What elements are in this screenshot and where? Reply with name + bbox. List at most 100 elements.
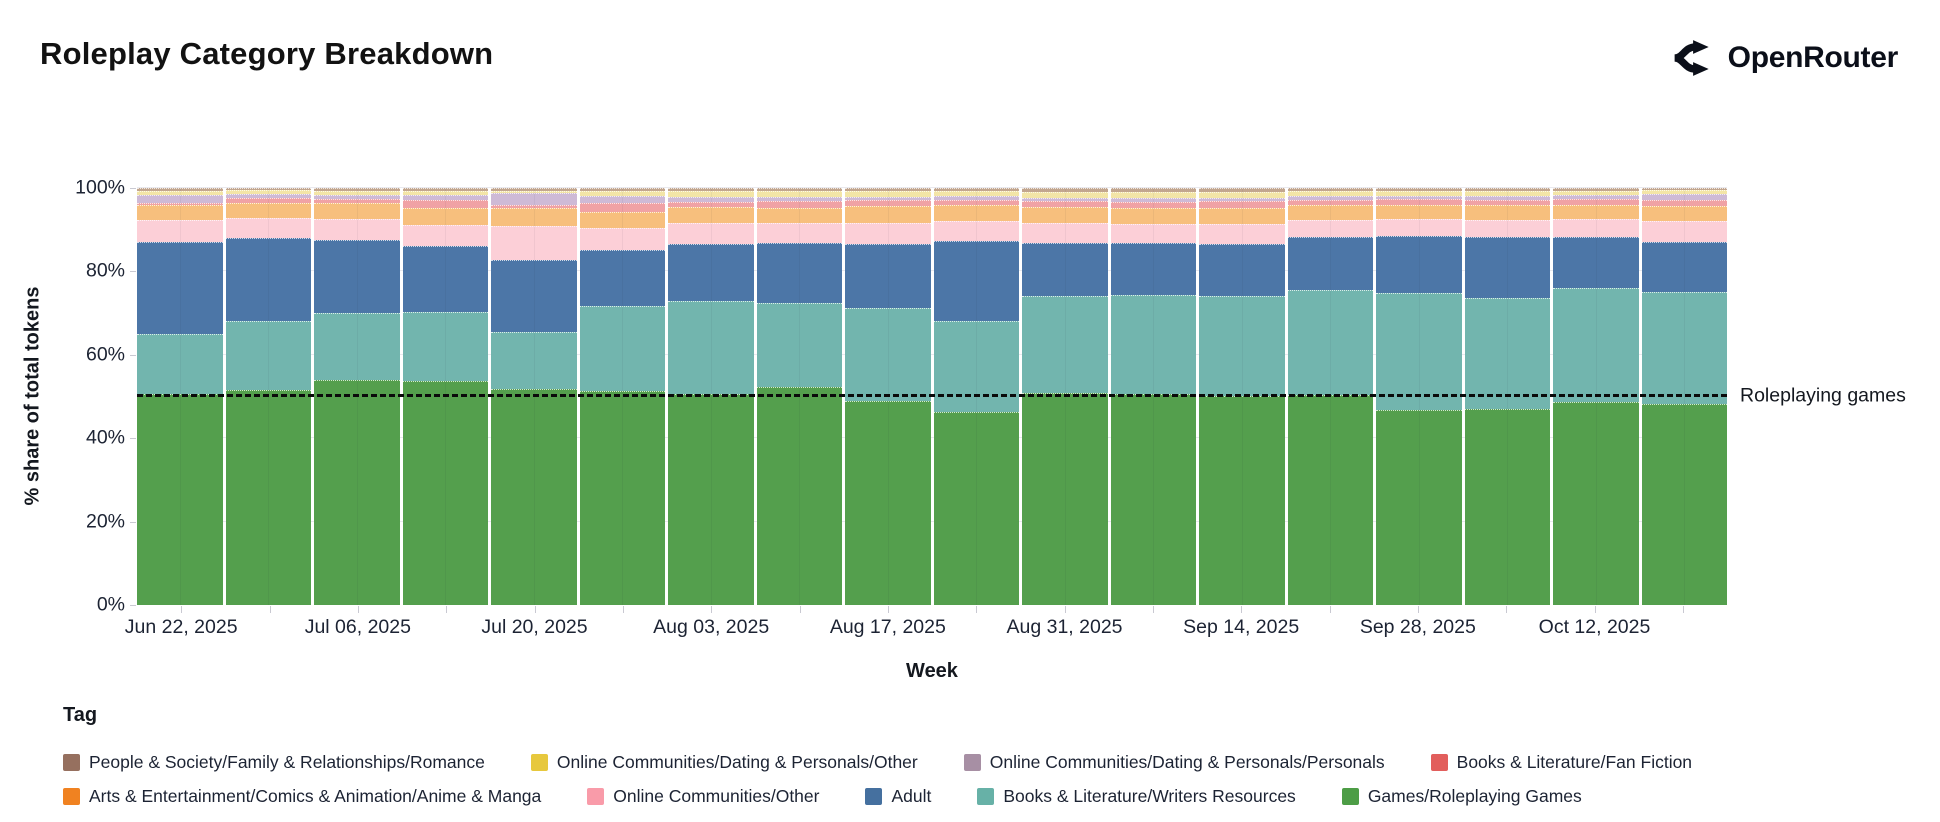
- bar-segment-dating_other[interactable]: [137, 190, 223, 196]
- bar-segment-fan_fiction[interactable]: [1464, 200, 1550, 206]
- bar-segment-romance[interactable]: [1287, 188, 1373, 192]
- bar-segment-fan_fiction[interactable]: [1287, 199, 1373, 206]
- bar-segment-romance[interactable]: [137, 188, 223, 191]
- bar-segment-personals[interactable]: [1287, 196, 1373, 200]
- legend-item-anime_manga[interactable]: Arts & Entertainment/Comics & Animation/…: [63, 786, 541, 807]
- bar-segment-oc_other[interactable]: [668, 223, 754, 244]
- bar-segment-adult[interactable]: [668, 243, 754, 302]
- legend-item-fan_fiction[interactable]: Books & Literature/Fan Fiction: [1430, 752, 1692, 773]
- legend-item-romance[interactable]: People & Society/Family & Relationships/…: [63, 752, 485, 773]
- bar-segment-personals[interactable]: [491, 193, 577, 205]
- bar-segment-fan_fiction[interactable]: [1553, 199, 1639, 205]
- bar-segment-roleplaying[interactable]: [1199, 396, 1285, 605]
- legend-item-personals[interactable]: Online Communities/Dating & Personals/Pe…: [963, 752, 1385, 773]
- bar-segment-fan_fiction[interactable]: [756, 201, 842, 208]
- bar-segment-romance[interactable]: [1641, 188, 1727, 191]
- bar-segment-oc_other[interactable]: [579, 227, 665, 250]
- bar-segment-personals[interactable]: [1199, 197, 1285, 202]
- openrouter-brand[interactable]: OpenRouter: [1673, 36, 1898, 80]
- bar-segment-roleplaying[interactable]: [1464, 408, 1550, 605]
- bar-segment-dating_other[interactable]: [756, 191, 842, 198]
- bar-segment-romance[interactable]: [1022, 188, 1108, 192]
- bar-segment-fan_fiction[interactable]: [1641, 200, 1727, 206]
- bar-segment-roleplaying[interactable]: [225, 389, 311, 605]
- bar-segment-oc_other[interactable]: [845, 222, 931, 245]
- bar-segment-personals[interactable]: [1022, 197, 1108, 202]
- bar-segment-adult[interactable]: [491, 260, 577, 332]
- bar-segment-roleplaying[interactable]: [1376, 409, 1462, 605]
- bar-segment-writers[interactable]: [668, 301, 754, 394]
- bar-segment-anime_manga[interactable]: [1376, 204, 1462, 220]
- bar-segment-romance[interactable]: [491, 188, 577, 191]
- bar-segment-romance[interactable]: [402, 188, 488, 191]
- bar-segment-oc_other[interactable]: [1376, 219, 1462, 237]
- bar-segment-personals[interactable]: [845, 196, 931, 201]
- bar-segment-fan_fiction[interactable]: [1376, 199, 1462, 205]
- bar-segment-fan_fiction[interactable]: [1022, 201, 1108, 208]
- bar-segment-roleplaying[interactable]: [1553, 402, 1639, 605]
- bar-segment-fan_fiction[interactable]: [1199, 201, 1285, 208]
- bar-segment-anime_manga[interactable]: [314, 203, 400, 220]
- bar-segment-anime_manga[interactable]: [845, 206, 931, 223]
- bar-segment-personals[interactable]: [756, 197, 842, 202]
- bar-segment-adult[interactable]: [225, 238, 311, 322]
- bar-segment-writers[interactable]: [1376, 293, 1462, 410]
- bar-segment-adult[interactable]: [314, 240, 400, 314]
- bar-segment-fan_fiction[interactable]: [491, 204, 577, 209]
- bar-segment-dating_other[interactable]: [1553, 190, 1639, 196]
- bar-segment-anime_manga[interactable]: [402, 207, 488, 226]
- bar-segment-anime_manga[interactable]: [668, 207, 754, 223]
- bar-segment-fan_fiction[interactable]: [668, 202, 754, 208]
- bar-segment-dating_other[interactable]: [1464, 191, 1550, 197]
- bar-segment-adult[interactable]: [1110, 242, 1196, 295]
- bar-segment-romance[interactable]: [933, 188, 1019, 191]
- bar-segment-oc_other[interactable]: [402, 225, 488, 247]
- bar-segment-romance[interactable]: [314, 188, 400, 191]
- bar-segment-fan_fiction[interactable]: [1110, 202, 1196, 208]
- bar-segment-dating_other[interactable]: [225, 190, 311, 195]
- bar-segment-writers[interactable]: [1022, 295, 1108, 394]
- bar-segment-writers[interactable]: [137, 333, 223, 395]
- bar-segment-personals[interactable]: [402, 195, 488, 201]
- bar-segment-adult[interactable]: [1376, 236, 1462, 294]
- bar-segment-adult[interactable]: [1022, 243, 1108, 296]
- bar-segment-writers[interactable]: [1553, 288, 1639, 403]
- bar-segment-roleplaying[interactable]: [845, 400, 931, 605]
- bar-segment-roleplaying[interactable]: [137, 394, 223, 605]
- bar-segment-romance[interactable]: [1464, 188, 1550, 192]
- bar-segment-dating_other[interactable]: [1022, 191, 1108, 198]
- bar-segment-writers[interactable]: [1641, 292, 1727, 405]
- bar-segment-anime_manga[interactable]: [756, 207, 842, 224]
- bar-segment-oc_other[interactable]: [756, 223, 842, 243]
- bar-segment-oc_other[interactable]: [1199, 224, 1285, 245]
- bar-segment-writers[interactable]: [845, 308, 931, 401]
- bar-segment-anime_manga[interactable]: [225, 203, 311, 218]
- bar-segment-personals[interactable]: [933, 195, 1019, 200]
- bar-segment-romance[interactable]: [1553, 188, 1639, 191]
- bar-segment-writers[interactable]: [402, 311, 488, 381]
- bar-segment-adult[interactable]: [756, 242, 842, 303]
- bar-segment-anime_manga[interactable]: [1110, 207, 1196, 225]
- legend-item-writers[interactable]: Books & Literature/Writers Resources: [977, 786, 1296, 807]
- bar-segment-writers[interactable]: [579, 305, 665, 392]
- bar-segment-romance[interactable]: [1110, 188, 1196, 193]
- bar-segment-anime_manga[interactable]: [1022, 207, 1108, 224]
- bar-segment-dating_other[interactable]: [314, 190, 400, 196]
- bar-segment-adult[interactable]: [845, 244, 931, 309]
- legend-item-adult[interactable]: Adult: [865, 786, 931, 807]
- bar-segment-oc_other[interactable]: [1287, 220, 1373, 237]
- bar-segment-anime_manga[interactable]: [1641, 205, 1727, 222]
- bar-segment-anime_manga[interactable]: [1199, 207, 1285, 225]
- bar-segment-adult[interactable]: [1553, 236, 1639, 289]
- bar-segment-oc_other[interactable]: [1022, 223, 1108, 244]
- bar-segment-writers[interactable]: [1110, 294, 1196, 394]
- bar-segment-roleplaying[interactable]: [1641, 404, 1727, 605]
- legend-item-oc_other[interactable]: Online Communities/Other: [587, 786, 819, 807]
- bar-segment-romance[interactable]: [225, 188, 311, 191]
- bar-segment-roleplaying[interactable]: [402, 380, 488, 605]
- legend-item-dating_other[interactable]: Online Communities/Dating & Personals/Ot…: [530, 752, 918, 773]
- bar-segment-fan_fiction[interactable]: [845, 200, 931, 207]
- bar-segment-romance[interactable]: [1199, 188, 1285, 192]
- bar-segment-adult[interactable]: [402, 246, 488, 312]
- bar-segment-writers[interactable]: [225, 321, 311, 390]
